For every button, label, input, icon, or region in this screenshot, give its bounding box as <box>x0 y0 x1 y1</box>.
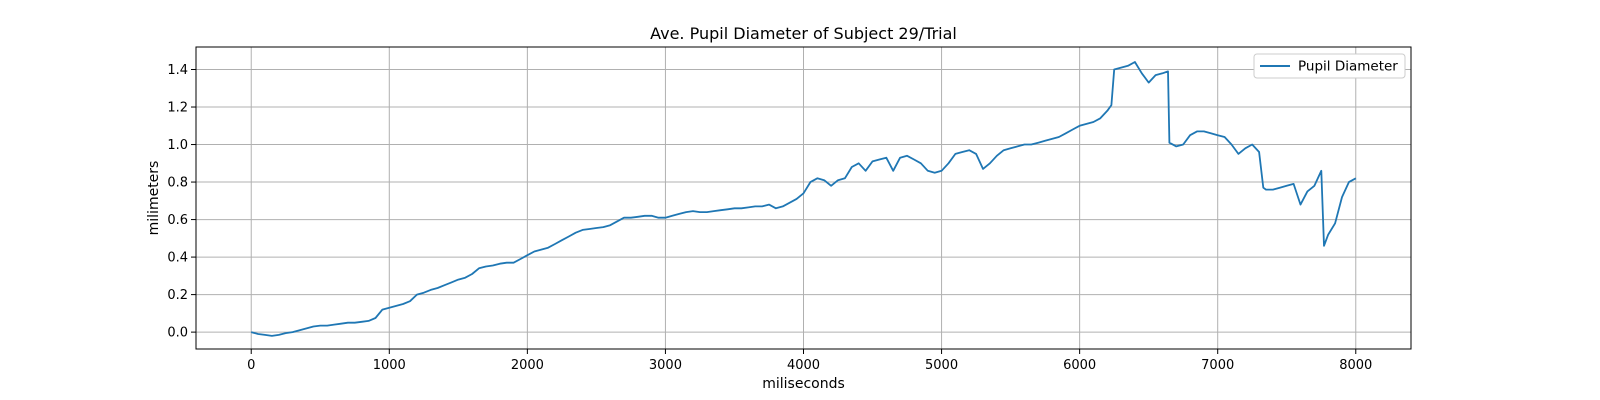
legend-box <box>1253 53 1406 79</box>
x-tick-label: 3000 <box>649 358 682 373</box>
y-tick-label: 0.0 <box>167 326 188 341</box>
x-axis-label: miliseconds <box>762 376 845 392</box>
series-layer <box>250 61 1357 337</box>
y-tick-label: 1.4 <box>167 63 188 78</box>
y-tick-label: 0.8 <box>167 176 188 191</box>
x-tick-label: 7000 <box>1201 358 1234 373</box>
x-tick-label: 0 <box>247 358 255 373</box>
x-tick-label: 6000 <box>1063 358 1096 373</box>
y-axis-label: milimeters <box>146 161 162 236</box>
y-tick-label: 0.4 <box>167 251 188 266</box>
grid <box>196 47 1411 349</box>
x-tick-label: 2000 <box>511 358 544 373</box>
series-line-pupil-diameter <box>250 61 1357 337</box>
y-tick-label: 0.2 <box>167 288 188 303</box>
y-tick-label: 0.6 <box>167 213 188 228</box>
y-axis-ticks: 0.0 0.2 0.4 0.6 0.8 1.0 1.2 1.4 <box>167 63 196 341</box>
x-tick-label: 8000 <box>1339 358 1372 373</box>
legend: Pupil Diameter <box>1253 53 1406 79</box>
legend-label: Pupil Diameter <box>1298 59 1398 75</box>
y-tick-label: 1.2 <box>167 101 188 116</box>
x-tick-label: 1000 <box>373 358 406 373</box>
y-tick-label: 1.0 <box>167 138 188 153</box>
x-tick-label: 5000 <box>925 358 958 373</box>
x-tick-label: 4000 <box>787 358 820 373</box>
chart-title: Ave. Pupil Diameter of Subject 29/Trial <box>650 24 957 43</box>
x-axis-ticks: 0 1000 2000 3000 4000 5000 6000 7000 8000 <box>247 349 1372 373</box>
